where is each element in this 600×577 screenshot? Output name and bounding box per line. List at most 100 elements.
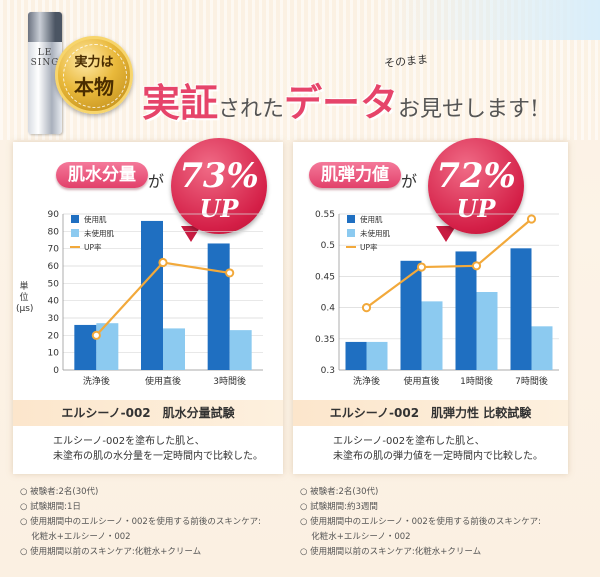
moisture-title-ga: が bbox=[148, 172, 165, 191]
y-tick-label: 0.55 bbox=[315, 210, 335, 220]
legend-label: 使用肌 bbox=[84, 214, 107, 224]
moisture-description: エルシーノ-002を塗布した肌と、 未塗布の肌の水分量を一定時間内で比較した。 bbox=[53, 434, 263, 464]
y-tick-label: 0.5 bbox=[321, 241, 335, 251]
x-tick-label: 洗浄後 bbox=[83, 375, 110, 387]
up-rate-point bbox=[526, 214, 537, 224]
headline-part-3: データ bbox=[284, 80, 399, 125]
y-tick-label: 0 bbox=[53, 366, 59, 376]
moisture-badge-percent: 73% bbox=[179, 156, 259, 196]
y-tick-label: 30 bbox=[48, 314, 60, 324]
up-rate-point bbox=[91, 330, 101, 340]
legend-label: 使用肌 bbox=[360, 214, 383, 224]
bar-used bbox=[510, 248, 532, 370]
bar-unused bbox=[531, 326, 553, 370]
x-tick-label: 1時間後 bbox=[460, 375, 493, 387]
elasticity-title-pill: 肌弾力値 bbox=[309, 162, 401, 188]
moisture-note: ○ 試験期間:1日 bbox=[20, 502, 81, 512]
bar-unused bbox=[366, 341, 388, 370]
moisture-badge-tail bbox=[181, 226, 201, 242]
legend-swatch bbox=[71, 215, 79, 223]
elasticity-note: ○ 使用期間以前のスキンケア:化粧水+クリーム bbox=[300, 547, 482, 557]
moisture-note: ○ 被験者:2名(30代) bbox=[20, 487, 99, 497]
bar-used bbox=[74, 324, 97, 370]
moisture-desc-line-2: 未塗布の肌の水分量を一定時間内で比較した。 bbox=[53, 451, 263, 462]
moisture-note: 化粧水+エルシーノ・002 bbox=[20, 532, 131, 542]
legend-label: UP率 bbox=[360, 242, 378, 252]
bar-used bbox=[400, 260, 422, 370]
moisture-y-unit: 単 位 (μs) bbox=[16, 282, 34, 315]
moisture-note: ○ 使用期間中のエルシーノ・002を使用する前後のスキンケア: bbox=[20, 517, 261, 527]
product-label: LE SING bbox=[30, 48, 60, 68]
elasticity-note: ○ 試験期間:約3週間 bbox=[300, 502, 378, 512]
elasticity-desc-line-1: エルシーノ-002を塗布した肌と、 bbox=[333, 436, 485, 447]
up-rate-point bbox=[361, 303, 372, 313]
moisture-desc-line-1: エルシーノ-002を塗布した肌と、 bbox=[53, 436, 205, 447]
y-tick-label: 50 bbox=[48, 279, 60, 289]
up-rate-point bbox=[225, 268, 235, 278]
y-tick-label: 70 bbox=[48, 245, 60, 255]
bar-used bbox=[345, 341, 367, 370]
moisture-title-pill: 肌水分量 bbox=[56, 162, 148, 188]
bar-used bbox=[455, 251, 477, 370]
x-tick-label: 使用直後 bbox=[145, 375, 181, 387]
up-rate-point bbox=[471, 261, 482, 271]
up-rate-line bbox=[365, 218, 533, 309]
elasticity-chart-card: 肌弾力値 が 72% UP 0.55 0.5 0.45 0.4 0.35 0.3 洗浄後 使用… bbox=[293, 138, 568, 474]
legend-label: 未使用肌 bbox=[84, 228, 114, 238]
moisture-unit-2: 位 bbox=[19, 293, 29, 303]
bar-unused bbox=[476, 292, 498, 370]
elasticity-note: ○ 被験者:2名(30代) bbox=[300, 487, 379, 497]
elasticity-description: エルシーノ-002を塗布した肌と、 未塗布の肌の弾力値を一定時間内で比較した。 bbox=[333, 434, 543, 464]
y-tick-label: 0.35 bbox=[315, 335, 335, 345]
y-tick-label: 80 bbox=[48, 227, 60, 237]
medal-ring bbox=[63, 44, 127, 108]
up-rate-point bbox=[158, 257, 168, 268]
bar-used bbox=[141, 220, 163, 370]
elasticity-test-notes: ○ 被験者:2名(30代) ○ 試験期間:約3週間 ○ 使用期間中のエルシーノ・… bbox=[300, 485, 541, 560]
y-tick-label: 0.3 bbox=[321, 366, 335, 376]
elasticity-badge-tail bbox=[436, 226, 456, 242]
up-rate-point bbox=[416, 262, 427, 272]
moisture-test-notes: ○ 被験者:2名(30代) ○ 試験期間:1日 ○ 使用期間中のエルシーノ・00… bbox=[20, 485, 261, 560]
legend-swatch bbox=[71, 229, 79, 237]
product-cap bbox=[28, 12, 62, 42]
medal-bottom-text: 本物 bbox=[74, 75, 114, 99]
headline-part-2: された bbox=[218, 97, 285, 122]
elasticity-chart: 0.55 0.5 0.45 0.4 0.35 0.3 洗浄後 使用直後 1時間後 7時間後 使用肌未… bbox=[315, 210, 559, 387]
medal-top-text: 実力は bbox=[74, 55, 114, 70]
moisture-chart-card: 肌水分量 が 73% UP 単 位 (μs) 90 80 70 60 50 40 30 20 1… bbox=[13, 138, 283, 474]
elasticity-up-badge: 72% UP bbox=[428, 138, 524, 234]
legend-label: UP率 bbox=[84, 242, 102, 252]
bar-unused bbox=[163, 328, 185, 370]
elasticity-desc-line-2: 未塗布の肌の弾力値を一定時間内で比較した。 bbox=[333, 451, 543, 462]
x-tick-label: 洗浄後 bbox=[353, 375, 380, 387]
y-tick-label: 20 bbox=[48, 331, 60, 341]
legend-swatch bbox=[347, 215, 355, 223]
y-tick-label: 60 bbox=[48, 262, 60, 272]
elasticity-caption: エルシーノ-002 肌弾力性 比較試験 bbox=[293, 400, 568, 426]
elasticity-note: 化粧水+エルシーノ・002 bbox=[300, 532, 411, 542]
moisture-unit-3: (μs) bbox=[16, 304, 34, 314]
x-tick-label: 3時間後 bbox=[213, 375, 246, 387]
y-tick-label: 40 bbox=[48, 297, 60, 307]
quality-medal: 実力は 本物 bbox=[55, 36, 133, 114]
x-tick-label: 使用直後 bbox=[403, 375, 439, 387]
moisture-badge-up: UP bbox=[199, 194, 239, 223]
elasticity-badge-up: UP bbox=[456, 194, 496, 223]
elasticity-title-ga: が bbox=[401, 172, 418, 191]
bar-unused bbox=[229, 330, 252, 370]
bar-unused bbox=[421, 301, 443, 370]
moisture-caption: エルシーノ-002 肌水分量試験 bbox=[13, 400, 283, 426]
bar-unused bbox=[96, 323, 119, 370]
legend-label: 未使用肌 bbox=[360, 228, 390, 238]
elasticity-badge-percent: 72% bbox=[436, 156, 516, 196]
y-tick-label: 0.45 bbox=[315, 272, 335, 282]
elasticity-note: ○ 使用期間中のエルシーノ・002を使用する前後のスキンケア: bbox=[300, 517, 541, 527]
legend-swatch bbox=[347, 229, 355, 237]
y-tick-label: 10 bbox=[48, 349, 60, 359]
bar-used bbox=[207, 243, 230, 370]
moisture-unit-1: 単 bbox=[19, 282, 29, 292]
headline-part-4: お見せします! bbox=[398, 97, 539, 122]
y-tick-label: 90 bbox=[48, 210, 60, 220]
